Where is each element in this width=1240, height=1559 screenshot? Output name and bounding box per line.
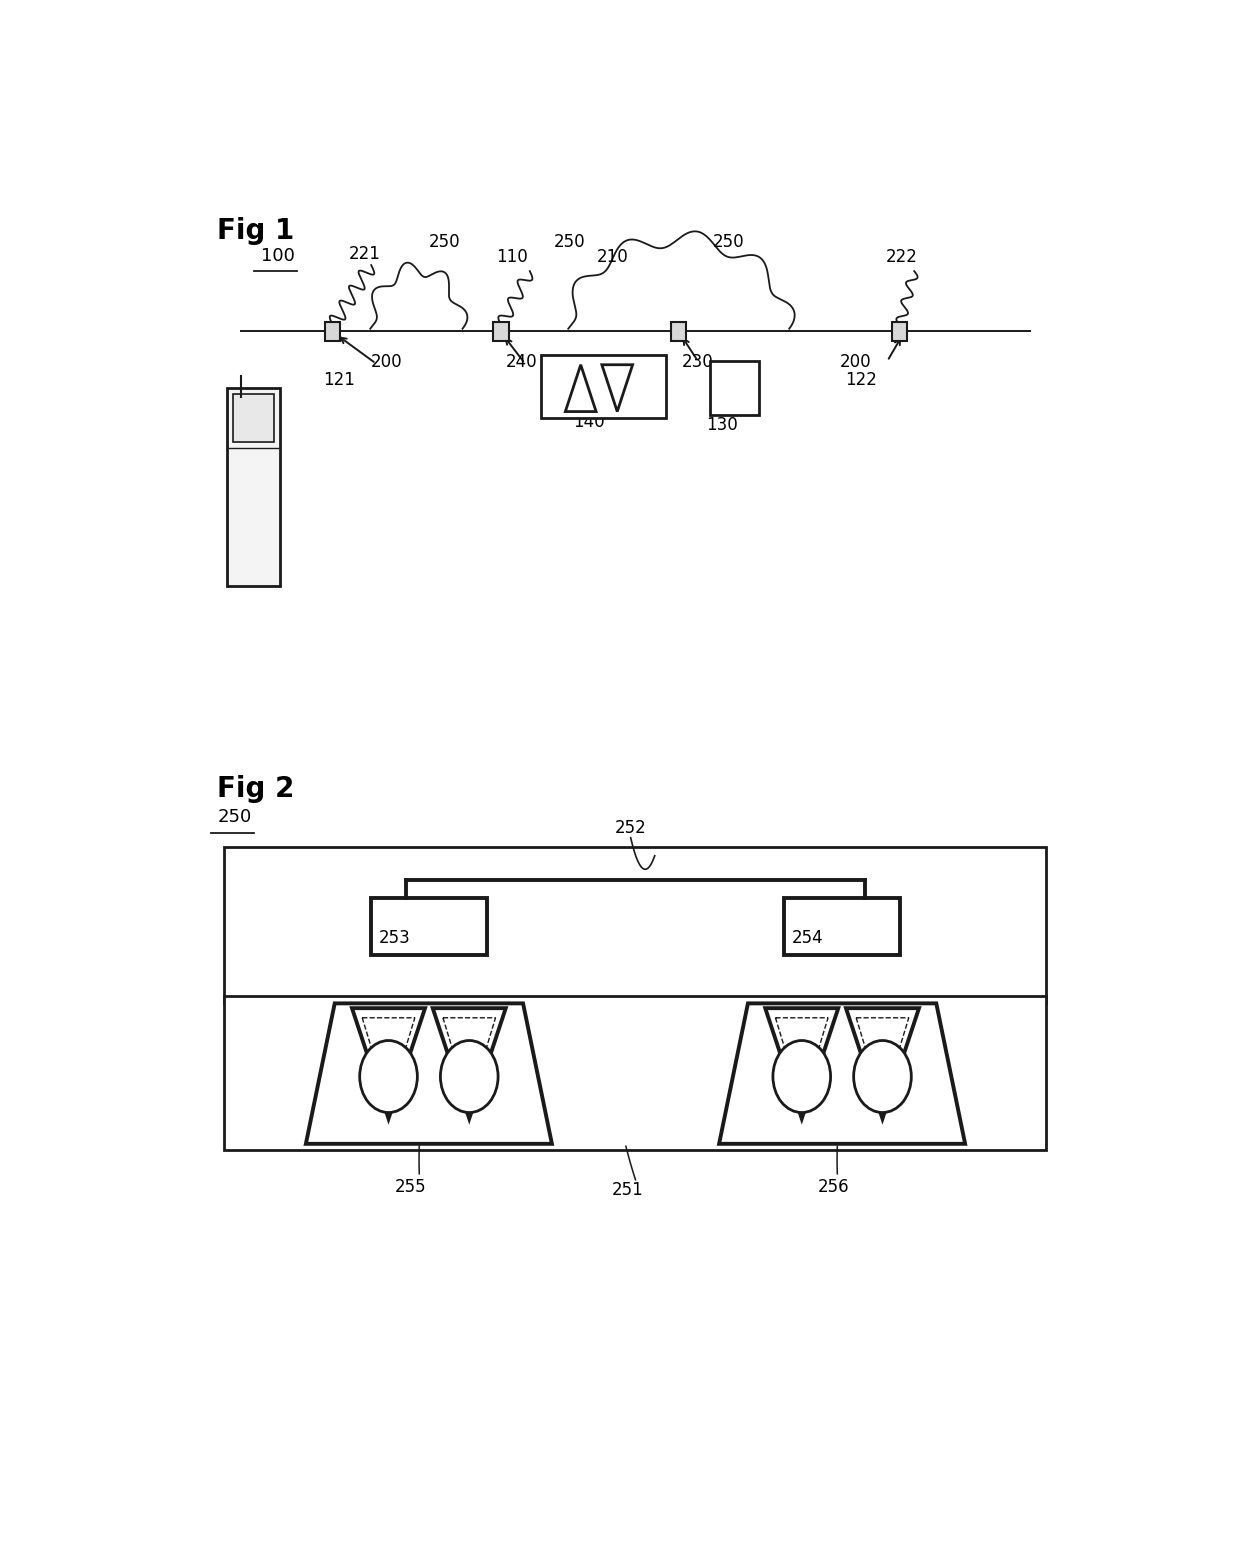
Text: 200: 200 [371, 354, 403, 371]
Text: Fig 2: Fig 2 [217, 775, 295, 803]
Text: 221: 221 [350, 245, 381, 263]
Circle shape [440, 1040, 498, 1113]
Text: 121: 121 [324, 371, 355, 390]
Text: 110: 110 [496, 248, 528, 265]
Bar [227, 388, 280, 586]
Text: 130: 130 [706, 416, 738, 433]
Bar [542, 355, 666, 418]
Bar [711, 362, 759, 415]
Text: 222: 222 [885, 248, 918, 265]
Polygon shape [306, 1004, 552, 1144]
Text: 253: 253 [379, 929, 410, 948]
Text: 251: 251 [611, 1182, 644, 1199]
Bar [671, 321, 687, 341]
Bar [785, 898, 900, 956]
Text: 250: 250 [217, 808, 252, 826]
Text: 230: 230 [682, 354, 713, 371]
Polygon shape [352, 1009, 425, 1118]
Circle shape [773, 1040, 831, 1113]
Text: Fig 1: Fig 1 [217, 217, 295, 245]
Polygon shape [433, 1009, 506, 1118]
Text: 210: 210 [596, 248, 629, 265]
Text: 240: 240 [506, 354, 537, 371]
Bar [233, 393, 274, 441]
Bar [224, 996, 1045, 1151]
Text: 255: 255 [396, 1179, 427, 1196]
Text: 254: 254 [792, 929, 823, 948]
Bar [892, 321, 908, 341]
Text: 100: 100 [260, 248, 295, 265]
Circle shape [853, 1040, 911, 1113]
Text: 250: 250 [712, 234, 744, 251]
Text: 252: 252 [614, 818, 646, 837]
Polygon shape [719, 1004, 965, 1144]
Text: 200: 200 [841, 354, 872, 371]
Polygon shape [765, 1009, 838, 1118]
Text: 256: 256 [818, 1179, 849, 1196]
Bar [371, 898, 486, 956]
Circle shape [360, 1040, 418, 1113]
Text: 122: 122 [844, 371, 877, 390]
Text: 250: 250 [554, 234, 585, 251]
Bar [325, 321, 341, 341]
Text: 140: 140 [573, 413, 605, 432]
Polygon shape [846, 1009, 919, 1118]
Bar [494, 321, 508, 341]
Text: 250: 250 [429, 234, 460, 251]
Bar [224, 848, 1045, 1004]
